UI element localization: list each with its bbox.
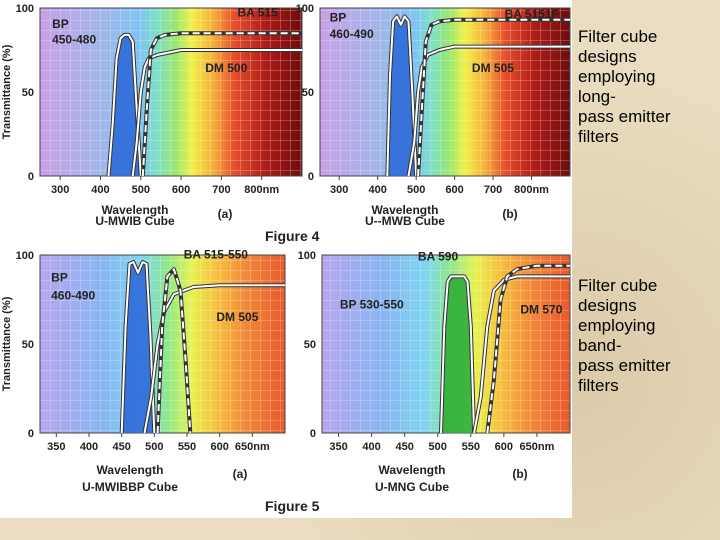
annotation-label: BP 530-550 [340,297,404,311]
x-tick-label: 450 [112,441,130,453]
y-tick-label: 100 [16,250,34,262]
annotation-label: BA 590 [418,249,459,263]
annotation-label: DM 570 [520,303,562,317]
plot-frame [39,254,286,434]
x-tick-label: 600 [495,441,513,453]
y-tick-label: 50 [304,339,316,351]
cube-name: U-MNG Cube [375,480,449,494]
annotation-label: DM 505 [216,310,258,324]
figure-area: 0 50 100 300 400 500 600 700 800nm Wavelength U-MW… [0,0,572,518]
panel-letter: (a) [218,207,233,221]
x-tick-label: 500 [429,441,447,453]
y-tick-label: 0 [28,428,34,440]
y-tick-label: 100 [16,3,34,15]
figure5-caption: Figure 5 [265,498,320,514]
x-tick-label: 800nm [514,184,549,196]
y-tick-label: 100 [298,250,316,262]
annotation-label: DM 500 [205,61,247,75]
x-axis-label: Wavelength [102,203,169,217]
x-axis-label: Wavelength [372,203,439,217]
y-tick-label: 0 [28,171,34,183]
annotation-label: 460-490 [330,27,374,41]
annotation-label: BA 515-550 [184,248,249,262]
x-tick-label: 400 [91,184,109,196]
x-tick-label: 500 [145,441,163,453]
cube-name: U--MWB Cube [365,214,445,228]
x-tick-label: 500 [407,184,425,196]
panel-letter: (b) [512,467,527,481]
series-dm-line [131,49,302,177]
series-ba-line [486,264,570,434]
y-tick-label: 0 [308,171,314,183]
x-tick-label: 700 [212,184,230,196]
x-tick-label: 500 [132,184,150,196]
y-tick-label: 0 [310,428,316,440]
y-axis-label: Transmittance (%) [1,296,13,391]
series-ba-line [417,18,570,177]
chart-panel-4: 0 50 100 350 400 450 500 550 600 650nm Wavelength U… [298,249,571,494]
annotation-label: BP [52,17,69,31]
series-ba-line [141,32,302,177]
cube-name: U-MWIB Cube [95,214,175,228]
panel-letter: (b) [502,207,517,221]
x-tick-label: 300 [330,184,348,196]
cube-name: U-MWIBBP Cube [82,480,178,494]
annotation-label: 450-480 [52,32,96,46]
x-tick-label: 300 [51,184,69,196]
series-dm-line [473,275,570,434]
chart-panel-2: 0 50 100 300 400 500 600 700 800nm WavelengthU--M… [296,3,571,228]
plot-grid [320,8,570,176]
series-bp-line [440,275,476,434]
bandpass-description: Filter cube designs employing band- pass… [578,276,671,395]
series-bp-fill [441,276,475,433]
x-tick-label: 700 [484,184,502,196]
annotation-label: BA 515 [238,5,279,19]
series-bp-line [120,261,156,434]
series-ba-line [156,268,192,434]
x-tick-label: 550 [462,441,480,453]
x-axis-label: Wavelength [379,463,446,477]
chart-panel-3: 0 50 100 350 400 450 500 550 600 650nm Wavelength U… [1,248,286,494]
annotation-label: BP [330,10,347,24]
panel-letter: (a) [233,467,248,481]
x-tick-label: 450 [395,441,413,453]
chart-panel-1: 0 50 100 300 400 500 600 700 800nm WavelengthU-MW… [1,3,303,228]
x-tick-label: 400 [362,441,380,453]
annotation-label: 460-490 [51,289,95,303]
x-tick-label: 650nm [520,441,555,453]
y-tick-label: 50 [22,87,34,99]
y-axis-label: Transmittance (%) [1,44,13,139]
x-tick-label: 550 [178,441,196,453]
x-tick-label: 400 [369,184,387,196]
y-tick-label: 50 [302,87,314,99]
y-tick-label: 100 [296,3,314,15]
figure4-caption: Figure 4 [265,228,320,244]
x-tick-label: 600 [210,441,228,453]
series-bp-fill [121,262,155,433]
x-tick-label: 600 [172,184,190,196]
annotation-label: BP [51,271,68,285]
x-tick-label: 800nm [244,184,279,196]
longpass-description: Filter cube designs employing long- pass… [578,27,671,146]
x-tick-label: 400 [80,441,98,453]
x-tick-label: 350 [329,441,347,453]
series-bp-line [107,33,142,177]
y-tick-label: 50 [22,339,34,351]
x-tick-label: 650nm [235,441,270,453]
x-tick-label: 600 [445,184,463,196]
x-tick-label: 350 [47,441,65,453]
series-bp-line [386,15,418,177]
annotation-label: DM 505 [472,61,514,75]
x-axis-label: Wavelength [97,463,164,477]
plot-frame [319,7,571,177]
plot-frame [39,7,303,177]
series-dm-line [143,284,285,434]
annotation-label: BA 5151F [505,7,559,21]
